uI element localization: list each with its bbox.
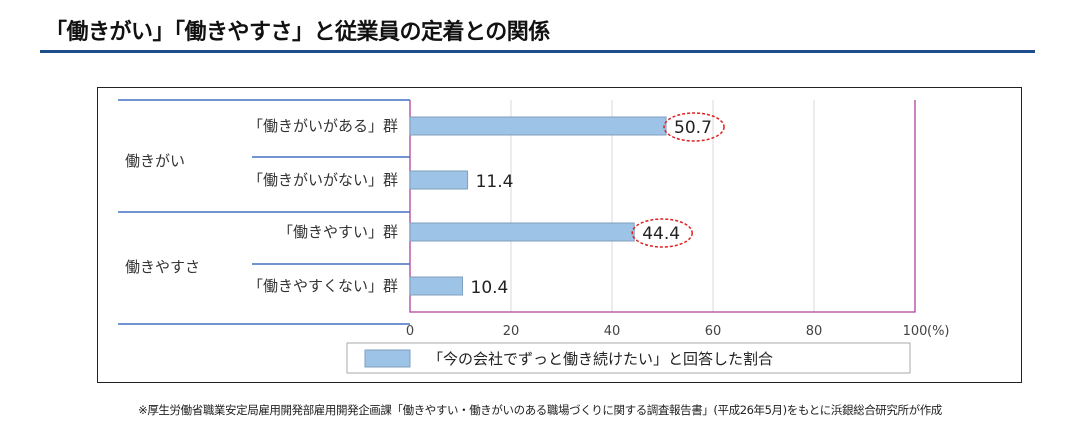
page-title: 「働きがい」「働きやすさ」と従業員の定着との関係 — [45, 20, 550, 45]
bar — [409, 276, 464, 296]
category-label: 「働きやすい」群 — [278, 223, 398, 241]
group-label: 働きがい — [125, 152, 185, 170]
legend-swatch — [364, 349, 411, 368]
footnote: ※厚生労働省職業安定局雇用開発部雇用開発企画課「働きやすい・働きがいのある職場づ… — [138, 403, 942, 417]
legend-label: 「今の会社でずっと働き続けたい」と回答した割合 — [428, 350, 773, 368]
title-underline — [40, 50, 1035, 53]
bar — [409, 170, 469, 190]
x-tick-label: 0 — [406, 324, 414, 339]
category-label: 「働きやすくない」群 — [248, 277, 398, 295]
highlight-ellipse — [663, 112, 725, 142]
bar — [409, 222, 635, 242]
x-unit-label: (%) — [927, 324, 950, 339]
bar — [409, 116, 667, 136]
data-label: 11.4 — [476, 172, 514, 192]
data-label: 44.4 — [642, 224, 680, 244]
highlight-ellipse — [631, 218, 693, 248]
data-label: 10.4 — [471, 278, 509, 298]
x-tick-label: 60 — [705, 324, 722, 339]
group-label: 働きやすさ — [125, 258, 200, 276]
category-label: 「働きがいがない」群 — [248, 171, 398, 189]
x-tick-label: 40 — [604, 324, 621, 339]
x-tick-label: 80 — [806, 324, 823, 339]
chart-frame — [97, 87, 1022, 383]
x-tick-label: 100 — [903, 324, 928, 339]
data-label: 50.7 — [674, 118, 712, 138]
category-label: 「働きがいがある」群 — [248, 117, 398, 135]
x-tick-label: 20 — [503, 324, 520, 339]
plot-axis — [409, 100, 916, 313]
legend-box — [346, 342, 911, 374]
